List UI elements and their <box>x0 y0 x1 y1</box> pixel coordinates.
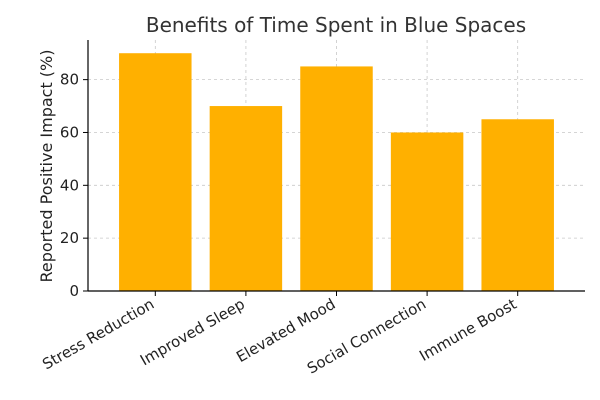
chart-title: Benefits of Time Spent in Blue Spaces <box>146 13 526 37</box>
y-tick-label: 40 <box>60 176 79 194</box>
y-tick-label: 60 <box>60 123 79 141</box>
y-tick-label: 20 <box>60 229 79 247</box>
x-tick-label: Stress Reduction <box>39 295 157 374</box>
bars <box>119 53 554 292</box>
y-tick-label: 80 <box>60 71 79 89</box>
x-tick-label: Immune Boost <box>416 295 519 365</box>
bar-elevated-mood <box>300 66 373 291</box>
bar-social-connection <box>390 132 464 291</box>
bar-improved-sleep <box>209 106 283 291</box>
bar-stress-reduction <box>119 53 192 291</box>
y-ticks: 0 20 40 60 80 <box>60 71 88 300</box>
y-tick-label: 0 <box>69 282 79 300</box>
bar-immune-boost <box>481 119 554 292</box>
y-axis-label: Reported Positive Impact (%) <box>37 50 56 283</box>
